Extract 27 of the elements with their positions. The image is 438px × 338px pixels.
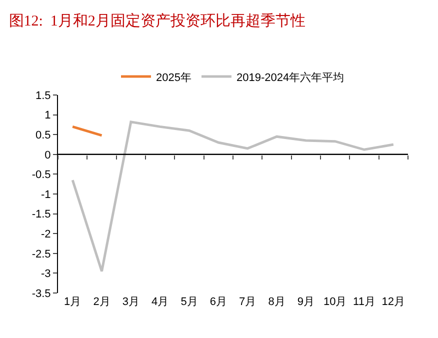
x-tick-label: 7月 <box>239 296 256 308</box>
y-tick-label: -3 <box>41 268 51 280</box>
y-tick-label: -3.5 <box>32 288 51 300</box>
x-tick-label: 6月 <box>210 296 227 308</box>
y-tick-label: -0.5 <box>32 169 51 182</box>
y-tick-label: 1.5 <box>36 90 51 102</box>
legend-label: 2019-2024年六年平均 <box>236 70 344 84</box>
y-tick-label: 1 <box>44 110 51 122</box>
x-tick-label: 12月 <box>382 296 406 308</box>
line-series <box>71 120 395 272</box>
x-tick-label: 2月 <box>93 296 110 308</box>
y-tick-label: 0 <box>44 149 51 162</box>
y-tick-label: -1 <box>41 188 51 201</box>
y-tick-label: -1.5 <box>32 208 51 221</box>
x-tick-label: 11月 <box>353 296 376 308</box>
x-tick-label: 10月 <box>323 296 347 308</box>
y-tick-label: -2.5 <box>32 248 51 260</box>
y-tick-label: -2 <box>41 228 51 240</box>
legend-label: 2025年 <box>156 72 192 84</box>
chart-title: 图12: 1月和2月固定资产投资环比再超季节性 <box>8 12 306 30</box>
x-tick-label: 9月 <box>297 296 314 308</box>
x-tick-label: 3月 <box>122 296 140 308</box>
x-tick-label: 8月 <box>268 296 286 308</box>
x-tick-label: 4月 <box>152 296 169 308</box>
x-tick-label: 1月 <box>64 296 82 308</box>
y-tick-label: 0.5 <box>36 129 51 142</box>
x-tick-label: 5月 <box>180 296 198 308</box>
